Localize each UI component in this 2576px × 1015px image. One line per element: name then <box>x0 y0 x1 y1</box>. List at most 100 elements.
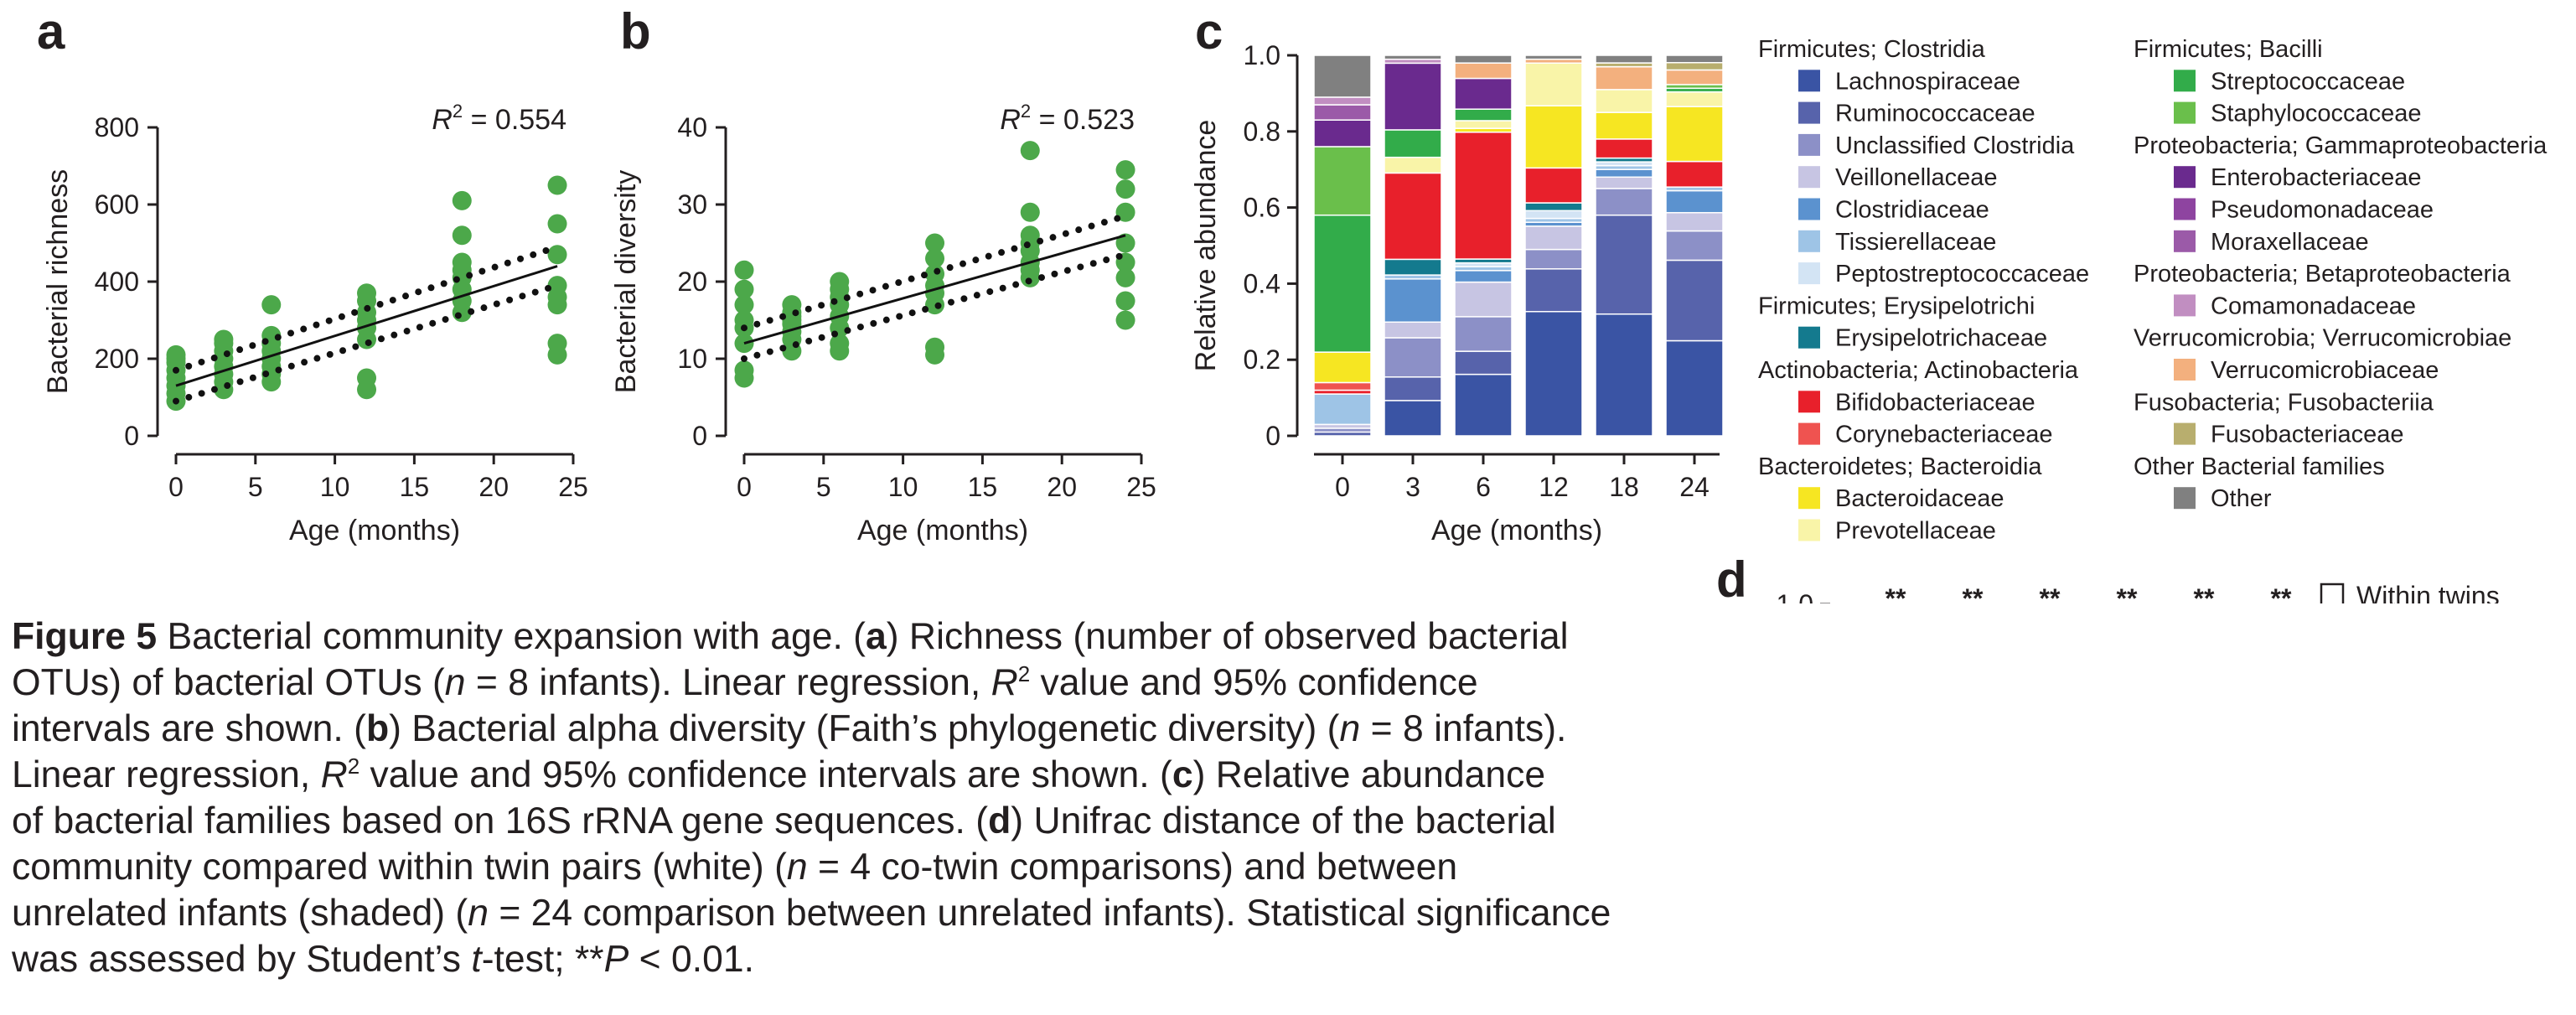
r-squared-value: = 0.554 <box>463 104 566 136</box>
caption-run: community compared within twin pairs (wh… <box>12 847 787 888</box>
panel-c-relative-abundance-stacked-bar: 0 0.2 0.4 0.6 0.8 1.0 Relative abundance Age (m… <box>1190 40 1724 546</box>
data-point <box>1115 267 1135 287</box>
bar-segment <box>1313 146 1372 216</box>
data-point <box>547 276 567 296</box>
bar-segment <box>1454 316 1513 352</box>
y-tick-label: 0 <box>1265 421 1280 451</box>
y-tick-label: 0 <box>124 421 139 451</box>
legend-item-label: Bacteroidaceae <box>1835 485 2004 512</box>
y-axis-title: Bacterial diversity <box>610 170 642 393</box>
caption-run: R <box>991 662 1018 703</box>
bar-segment <box>1524 202 1583 212</box>
legend-group-header: Firmicutes; Erysipelotrichi <box>1758 293 2035 319</box>
legend-swatch <box>2174 198 2196 220</box>
legend-swatch <box>1798 101 1820 124</box>
caption-line: intervals are shown. (b) Bacterial alpha… <box>12 706 1738 752</box>
data-point <box>925 248 945 268</box>
bar-segment <box>1384 62 1442 131</box>
bar-segment <box>1524 62 1583 106</box>
bar-segment <box>1454 62 1513 80</box>
caption-line: was assessed by Student’s t-test; **P < … <box>12 936 1738 982</box>
legend-swatch <box>1798 198 1820 220</box>
caption-line: OTUs) of bacterial OTUs (n = 8 infants).… <box>12 660 1738 706</box>
bar-segment <box>1595 54 1653 64</box>
bar-segment <box>1313 381 1372 391</box>
bar-segment <box>1384 376 1442 401</box>
significance-stars: ** <box>1885 583 1906 603</box>
caption-run: Bacterial community expansion with age. … <box>157 616 866 657</box>
x-axis-title: Age (months) <box>857 515 1028 546</box>
bar-segment <box>1454 131 1513 260</box>
regression-line <box>743 234 1126 345</box>
caption-run: < 0.01. <box>628 939 755 980</box>
bar-segment <box>1454 54 1513 64</box>
bar-segment <box>1595 214 1653 315</box>
y-tick-label: 0.2 <box>1244 344 1280 375</box>
legend-swatch <box>1798 262 1820 285</box>
legend-group-header: Proteobacteria; Gammaproteobacteria <box>2134 132 2548 159</box>
bar-segment <box>1665 54 1724 64</box>
legend-swatch <box>2174 166 2196 189</box>
legend-group-header: Firmicutes; Bacilli <box>2134 36 2323 63</box>
bar-segment <box>1595 168 1653 179</box>
panel-a-richness-scatter: 0 200 400 600 800 0 5 10 15 20 25 Age (months) Bacte… <box>42 101 588 546</box>
x-tick-label: 3 <box>1405 472 1420 502</box>
r-squared-value: = 0.523 <box>1031 104 1135 136</box>
y-tick-label: 0 <box>692 421 707 451</box>
legend-item-label: Clostridiaceae <box>1835 197 1989 224</box>
y-tick-label: 400 <box>95 267 139 297</box>
data-point <box>261 295 282 315</box>
bar-segment <box>1454 281 1513 318</box>
legend-item-label: Unclassified Clostridia <box>1835 132 2075 159</box>
data-point <box>357 368 377 388</box>
caption-run: R <box>320 754 348 795</box>
caption-run: a <box>866 616 887 657</box>
legend-item-label: Streptococcaceae <box>2211 68 2405 95</box>
x-tick-label: 6 <box>1476 472 1491 502</box>
caption-run: ) Richness (number of observed bacterial <box>886 616 1569 657</box>
legend-item-label: Pseudomonadaceae <box>2211 197 2434 224</box>
y-tick-label: 0.6 <box>1244 193 1280 223</box>
caption-run: = 8 infants). Linear regression, <box>465 662 991 703</box>
bar-segment <box>1595 313 1653 437</box>
caption-run: value and 95% confidence intervals are s… <box>360 754 1172 795</box>
legend-swatch <box>1798 519 1820 541</box>
caption-line: Figure 5 Bacterial community expansion w… <box>12 614 1738 660</box>
x-tick-label: 0 <box>168 472 184 502</box>
x-tick-label: 25 <box>1126 472 1156 502</box>
data-point <box>452 190 472 210</box>
y-tick-label: 20 <box>677 267 707 297</box>
bar-segment <box>1595 176 1653 189</box>
bar-segment <box>1313 96 1372 106</box>
data-point <box>547 245 567 265</box>
legend-swatch <box>2174 230 2196 252</box>
legend-swatch <box>2174 294 2196 317</box>
caption-run: n <box>1339 708 1361 749</box>
data-point <box>1115 291 1135 311</box>
data-point <box>925 233 945 253</box>
bar-segment <box>1665 259 1724 342</box>
y-tick-label: 600 <box>95 189 139 220</box>
bar-segment <box>1665 91 1724 107</box>
caption-run: = 24 comparison between unrelated infant… <box>488 893 1611 934</box>
legend-group-header: Other Bacterial families <box>2134 453 2385 480</box>
bar-segment <box>1384 278 1442 324</box>
panel-d-unifrac-boxplot: 00.20.40.60.81.0UniFrac distanceAge (mon… <box>1777 581 2500 603</box>
bar-segment <box>1665 106 1724 163</box>
x-tick-label: 10 <box>320 472 350 502</box>
bar-segment <box>1384 321 1442 339</box>
bar-segment <box>1454 350 1513 375</box>
data-point <box>452 252 472 272</box>
legend-swatch <box>2174 487 2196 510</box>
caption-run: intervals are shown. ( <box>12 708 366 749</box>
regression-line <box>175 265 558 387</box>
bar-segment <box>1524 105 1583 169</box>
bar-segment <box>1454 120 1513 129</box>
caption-run: b <box>365 708 390 749</box>
caption-run: n <box>786 847 808 888</box>
bar-segment <box>1454 270 1513 283</box>
bar-segment <box>1524 167 1583 204</box>
legend-swatch <box>2174 101 2196 124</box>
caption-run: ) Unifrac distance of the bacterial <box>1011 800 1556 842</box>
